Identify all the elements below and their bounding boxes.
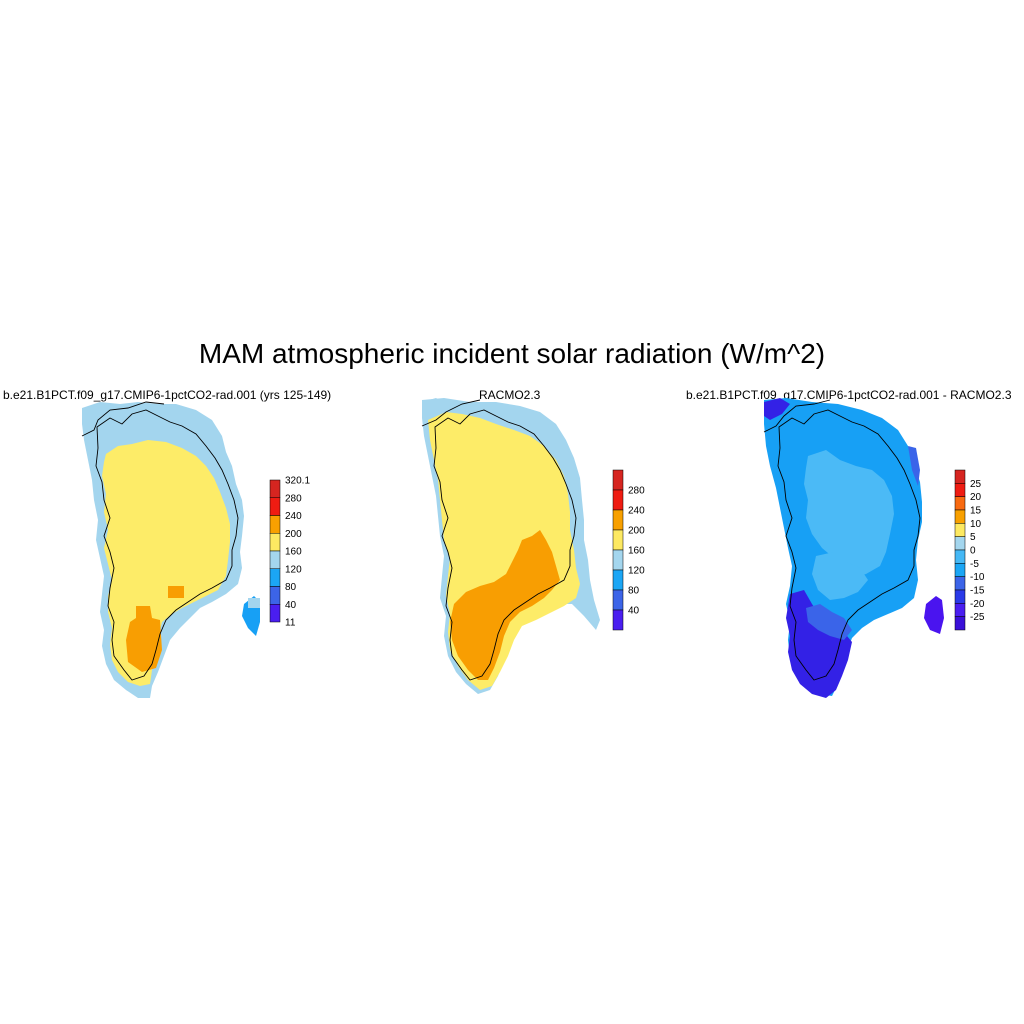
map-model-orange [126,606,162,672]
colorbar-swatch [954,496,966,511]
colorbar-swatch [269,497,281,516]
colorbar-label: 25 [970,479,982,490]
panel-title-model: b.e21.B1PCT.f09_g17.CMIP6-1pctCO2-rad.00… [3,388,332,402]
colorbar-swatch [269,515,281,534]
map-obs [421,398,600,694]
colorbar-label: 240 [285,511,302,522]
colorbar-diff: 25 20 15 10 5 0 -5 -10 -15 -20 -25 [954,469,985,631]
colorbar-swatch [954,563,966,577]
colorbar-swatch [612,589,624,611]
colorbar-label: 80 [628,586,640,597]
coastline-diff-arctic [763,399,831,433]
map-diff-deepblue-south [786,590,852,698]
colorbar-swatch [954,589,966,604]
colorbar-swatch [269,586,281,605]
colorbar-label: 160 [285,547,302,558]
colorbar-swatch [269,604,281,623]
map-model [81,401,260,698]
colorbar-swatch [954,483,966,497]
colorbar-label: 40 [628,606,640,617]
colorbar-label: 320.1 [285,476,310,487]
colorbar-label: -25 [970,612,985,623]
colorbar-label: 200 [285,529,302,540]
colorbar-label: 280 [285,493,302,504]
colorbar-label: -15 [970,586,985,597]
colorbar-label: -20 [970,599,985,610]
colorbar-swatch [954,509,966,524]
map-obs-orange [450,530,560,680]
colorbar-swatch [612,509,624,531]
colorbar-swatch [612,529,624,551]
colorbar-label: 120 [285,564,302,575]
colorbar-label: 10 [970,519,982,530]
colorbar-swatch [612,469,624,491]
colorbar-label: 40 [285,600,297,611]
map-diff [763,398,944,698]
map-diff-edge-royal [908,446,920,486]
coastline-model-arctic [81,401,165,437]
map-diff-skyblue-1 [804,450,894,578]
map-diff-royalblue-band [806,604,852,640]
coastline-obs-arctic [421,399,481,427]
panel-title-obs: RACMO2.3 [479,388,541,402]
colorbar-model: 320.1 280 240 200 160 120 80 40 11 [269,476,310,629]
map-model-orange-spot [168,586,184,598]
colorbar-label: 15 [970,506,982,517]
colorbar-swatch [269,550,281,569]
colorbar-swatch [954,576,966,591]
colorbar-swatch [269,479,281,498]
colorbar-swatch [269,533,281,552]
colorbar-label: 200 [628,526,645,537]
colorbar-label: 5 [970,532,976,543]
colorbar-label: 0 [970,546,976,557]
colorbar-label: 20 [970,492,982,503]
map-obs-arctic-blue [422,398,446,414]
map-diff-skyblue-2 [812,552,868,600]
colorbar-label: -10 [970,572,985,583]
colorbar-swatch [269,568,281,587]
colorbar-swatch [612,609,624,631]
colorbar-swatch [612,549,624,571]
map-diff-iceland [924,596,944,634]
panel-title-diff: b.e21.B1PCT.f09_g17.CMIP6-1pctCO2-rad.00… [686,388,1012,402]
colorbar-swatch [612,569,624,591]
colorbar-label: 80 [285,582,297,593]
colorbar-swatch [954,523,966,537]
colorbar-label: -5 [970,559,979,570]
colorbar-swatch [954,603,966,617]
colorbar-swatch [954,549,966,564]
colorbar-obs: 280 240 200 160 120 80 40 [612,469,645,631]
colorbar-swatch [954,469,966,484]
colorbar-label: 240 [628,506,645,517]
colorbar-swatch [612,489,624,511]
colorbar-label: 11 [285,618,296,629]
colorbar-swatch [954,616,966,631]
colorbar-label: 160 [628,546,645,557]
colorbar-swatch [954,536,966,551]
colorbar-label: 120 [628,566,645,577]
figure-title: MAM atmospheric incident solar radiation… [198,338,826,369]
map-model-iceland-edge [248,598,260,608]
colorbar-label: 280 [628,486,645,497]
map-diff-arctic-deep [764,398,790,420]
